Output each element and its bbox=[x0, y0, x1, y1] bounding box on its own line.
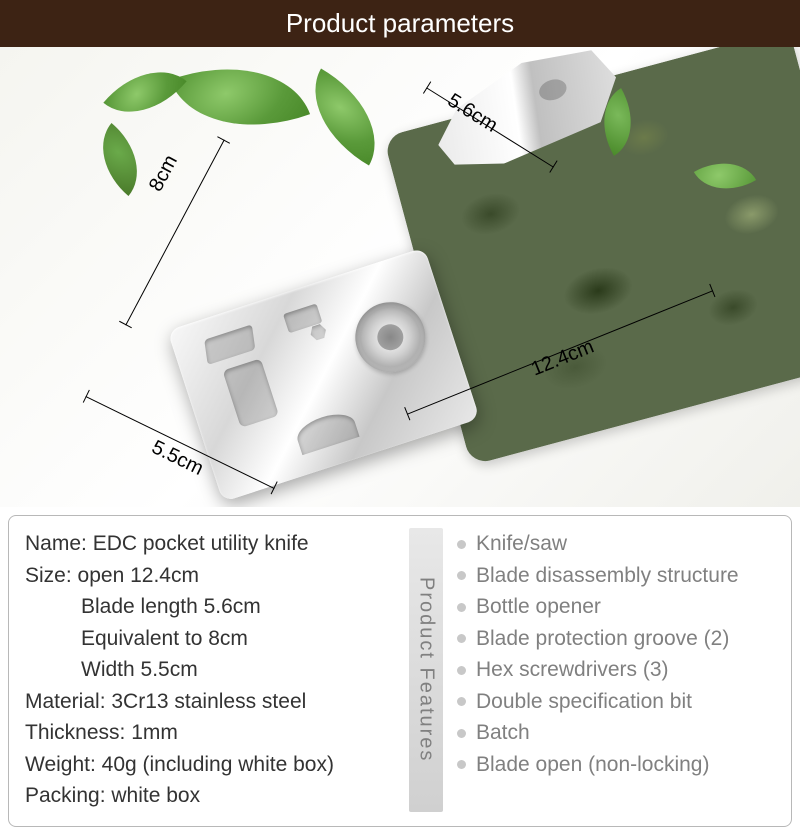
card-cutout bbox=[222, 358, 279, 427]
spec-value: white box bbox=[111, 784, 200, 807]
hero-image: 8cm 5.6cm 12.4cm 5.5cm bbox=[0, 47, 800, 507]
spec-label: Packing: bbox=[25, 784, 111, 807]
feature-item: Blade disassembly structure bbox=[457, 560, 775, 592]
card-cutout bbox=[293, 408, 359, 455]
leaf-icon bbox=[103, 49, 186, 135]
spec-value: 1mm bbox=[131, 721, 178, 744]
spec-label: Size: bbox=[25, 564, 78, 587]
specs-block: Name: EDC pocket utility knife Size: ope… bbox=[25, 528, 395, 812]
feature-item: Blade protection groove (2) bbox=[457, 623, 775, 655]
card-cutout bbox=[204, 324, 255, 365]
feature-item: Double specification bit bbox=[457, 686, 775, 718]
spec-label: Weight: bbox=[25, 753, 102, 776]
feature-item: Hex screwdrivers (3) bbox=[457, 654, 775, 686]
knife-card-body bbox=[167, 247, 479, 502]
spec-value: open 12.4cm bbox=[78, 564, 199, 587]
spec-row: Thickness: 1mm bbox=[25, 717, 395, 749]
header-title: Product parameters bbox=[286, 8, 514, 38]
spec-value: EDC pocket utility knife bbox=[93, 532, 309, 555]
spec-value: 3Cr13 stainless steel bbox=[111, 690, 306, 713]
vertical-features-label: Product Features bbox=[409, 528, 443, 812]
feature-item: Blade open (non-locking) bbox=[457, 749, 775, 781]
pivot-disc bbox=[346, 293, 434, 381]
spec-row: Packing: white box bbox=[25, 780, 395, 812]
leaf-icon bbox=[170, 47, 310, 155]
spec-row: Weight: 40g (including white box) bbox=[25, 749, 395, 781]
spec-row: Equivalent to 8cm bbox=[25, 623, 395, 655]
spec-label: Thickness: bbox=[25, 721, 131, 744]
feature-item: Knife/saw bbox=[457, 528, 775, 560]
spec-row: Size: open 12.4cm bbox=[25, 560, 395, 592]
spec-row: Name: EDC pocket utility knife bbox=[25, 528, 395, 560]
spec-label: Name: bbox=[25, 532, 93, 555]
dimension-label-55cm: 5.5cm bbox=[148, 436, 207, 481]
specs-panel: Name: EDC pocket utility knife Size: ope… bbox=[8, 515, 792, 827]
features-list: Knife/saw Blade disassembly structure Bo… bbox=[457, 528, 775, 812]
leaf-icon bbox=[291, 69, 399, 166]
feature-item: Batch bbox=[457, 717, 775, 749]
feature-item: Bottle opener bbox=[457, 591, 775, 623]
spec-label: Material: bbox=[25, 690, 111, 713]
dimension-label-8cm: 8cm bbox=[145, 151, 183, 195]
spec-value: Equivalent to 8cm bbox=[81, 627, 248, 650]
spec-row: Blade length 5.6cm bbox=[25, 591, 395, 623]
spec-row: Width 5.5cm bbox=[25, 654, 395, 686]
header-bar: Product parameters bbox=[0, 0, 800, 47]
spec-value: Blade length 5.6cm bbox=[81, 595, 261, 618]
spec-value: Width 5.5cm bbox=[81, 658, 198, 681]
spec-value: 40g (including white box) bbox=[102, 753, 334, 776]
spec-row: Material: 3Cr13 stainless steel bbox=[25, 686, 395, 718]
